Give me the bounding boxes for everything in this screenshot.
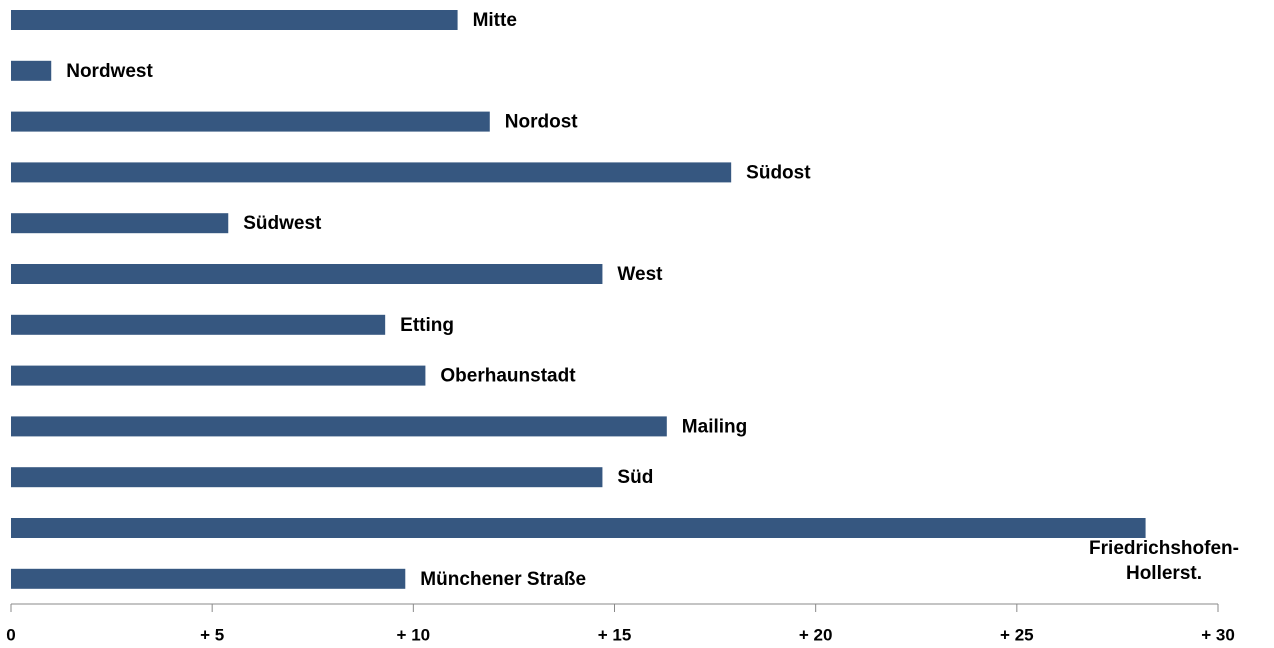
bar-label: Friedrichshofen-Hollerst.	[1089, 538, 1239, 584]
bar-label: Nordost	[505, 112, 579, 133]
bar	[11, 111, 490, 132]
bar-label: Oberhaunstadt	[440, 366, 576, 387]
bar	[11, 568, 406, 589]
bar	[11, 416, 667, 437]
bar	[11, 213, 229, 234]
bar-label: Münchener Straße	[420, 569, 586, 590]
bar-label: Mailing	[682, 416, 747, 437]
x-tick-label: + 25	[1000, 625, 1034, 644]
bar-label: Süd	[617, 467, 653, 488]
bar	[11, 467, 603, 488]
bar	[11, 518, 1146, 538]
bar-label: West	[617, 264, 663, 285]
bar-label: Südost	[746, 162, 811, 183]
bar-label: Nordwest	[66, 61, 153, 82]
x-tick-label: + 20	[799, 625, 833, 644]
bar	[11, 365, 426, 386]
bar	[11, 10, 458, 30]
bar-label: Mitte	[473, 10, 517, 31]
x-tick-label: 0	[6, 625, 15, 644]
x-tick-label: + 10	[397, 625, 431, 644]
bar-label: Südwest	[243, 213, 322, 234]
x-tick-label: + 15	[598, 625, 632, 644]
bar-label-box: Friedrichshofen-Hollerst.	[1089, 538, 1239, 584]
bar	[11, 264, 603, 284]
bar	[11, 162, 732, 183]
x-tick-label: + 30	[1201, 625, 1235, 644]
bar	[11, 314, 386, 335]
bar-label: Etting	[400, 315, 454, 336]
x-tick-label: + 5	[200, 625, 224, 644]
bar	[11, 60, 52, 81]
